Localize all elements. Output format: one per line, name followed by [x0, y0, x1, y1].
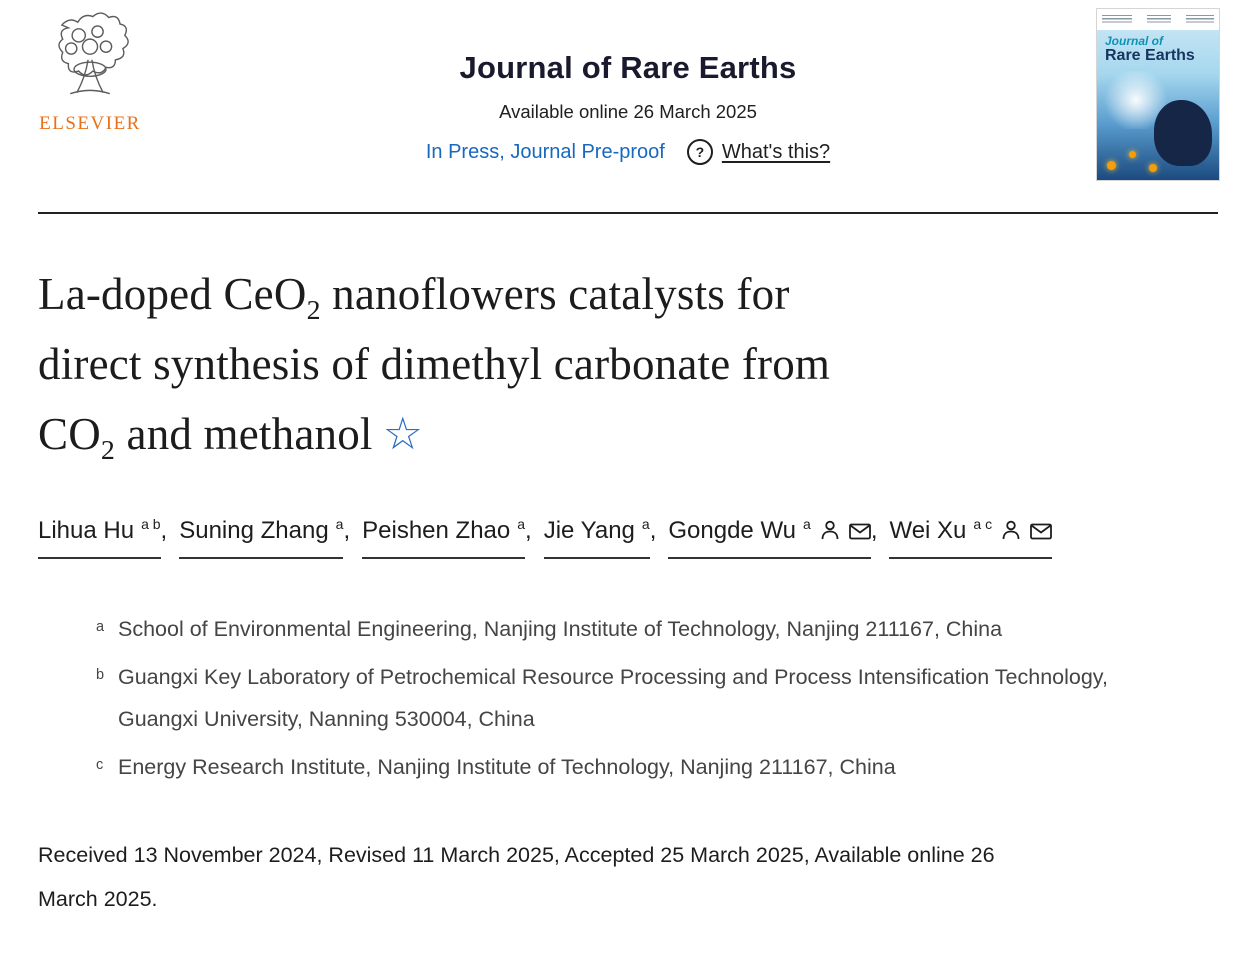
author-affiliation-sup: a b: [141, 516, 161, 533]
author-affiliation-sup: a: [517, 516, 526, 533]
footnote-star-link[interactable]: ☆: [382, 408, 424, 459]
cover-illustration-dot: [1129, 151, 1136, 158]
author-name: Jie Yang: [543, 517, 635, 545]
journal-cover-thumbnail[interactable]: Journal of Rare Earths: [1096, 8, 1220, 181]
elsevier-wordmark: ELSEVIER: [39, 113, 141, 134]
envelope-icon: [848, 523, 871, 540]
cover-rare-earths-text: Rare Earths: [1105, 47, 1195, 64]
person-icon: [821, 521, 839, 540]
title-subscript: 2: [306, 295, 321, 326]
cover-masthead: [1097, 9, 1219, 30]
affiliation-text: Energy Research Institute, Nanjing Insti…: [118, 754, 896, 779]
author-separator: ,: [160, 517, 168, 545]
author-affiliation-sup: a c: [973, 516, 993, 533]
journal-info: Journal of Rare Earths Available online …: [308, 50, 948, 165]
author-affiliation-sup: a: [335, 516, 344, 533]
elsevier-logo[interactable]: ELSEVIER: [34, 10, 146, 135]
affiliation-text: Guangxi Key Laboratory of Petrochemical …: [118, 664, 1108, 731]
author-name: Gongde Wu: [668, 517, 797, 545]
title-text: and methanol: [115, 408, 373, 459]
author-separator: ,: [525, 517, 532, 545]
affiliation-label: b: [96, 666, 105, 683]
in-press-link[interactable]: In Press, Journal Pre-proof: [425, 140, 665, 163]
title-text: nanoflowers catalysts for: [320, 269, 790, 319]
cover-illustration-dot: [1107, 161, 1116, 170]
title-subscript: 2: [100, 434, 116, 466]
author-name: Lihua Hu: [38, 517, 135, 545]
title-text: CO: [38, 408, 101, 459]
author-link[interactable]: Peishen Zhao a: [362, 511, 526, 560]
author-separator: ,: [649, 517, 657, 545]
author-name: Suning Zhang: [179, 517, 329, 545]
title-text: direct synthesis of dimethyl carbonate f…: [38, 338, 831, 389]
person-icon: [1002, 521, 1020, 540]
journal-name: Journal of Rare Earths: [459, 50, 797, 85]
affiliation-label: c: [96, 756, 104, 773]
cover-illustration-figure: [1154, 100, 1212, 166]
author-affiliation-sup: a: [803, 516, 811, 533]
affiliation-list: a School of Environmental Engineering, N…: [38, 609, 1218, 789]
cover-journal-of-text: Journal of: [1105, 34, 1164, 48]
author-separator: ,: [343, 517, 351, 545]
article-dates: Received 13 November 2024, Revised 11 Ma…: [38, 833, 1218, 921]
title-text: La-doped CeO: [38, 269, 307, 319]
dates-line: Received 13 November 2024, Revised 11 Ma…: [38, 842, 995, 867]
dates-line: March 2025.: [38, 886, 158, 911]
author-affiliation-sup: a: [641, 516, 650, 533]
author-link[interactable]: Suning Zhang a: [179, 511, 344, 560]
author-link[interactable]: Lihua Hu a b: [38, 511, 161, 560]
affiliation-text: School of Environmental Engineering, Nan…: [118, 617, 1003, 642]
whats-this-link[interactable]: What's this?: [721, 140, 831, 163]
author-name: Wei Xu: [889, 517, 967, 545]
article-title: La-doped CeO2 nanoflowers catalysts for d…: [38, 260, 1208, 469]
publication-status-row: In Press, Journal Pre-proof ? What's thi…: [308, 139, 948, 165]
author-link[interactable]: Gongde Wu a: [668, 511, 871, 560]
affiliation-item: c Energy Research Institute, Nanjing Ins…: [96, 747, 1218, 789]
author-list: Lihua Hu a b, Suning Zhang a, Peishen Zhao a,…: [38, 511, 1218, 560]
question-circle-icon[interactable]: ?: [686, 139, 713, 165]
affiliation-item: b Guangxi Key Laboratory of Petrochemica…: [96, 657, 1218, 741]
header-divider: [38, 212, 1218, 214]
author-separator: ,: [870, 517, 878, 545]
envelope-icon: [1030, 523, 1052, 540]
affiliation-label: a: [96, 619, 105, 636]
author-link[interactable]: Jie Yang a: [543, 511, 650, 560]
cover-illustration-dot: [1149, 164, 1157, 172]
available-online-date: Available online 26 March 2025: [499, 101, 757, 122]
author-link[interactable]: Wei Xu a c: [889, 511, 1053, 560]
affiliation-item: a School of Environmental Engineering, N…: [96, 609, 1218, 651]
elsevier-tree-icon: [43, 12, 137, 108]
author-name: Peishen Zhao: [362, 517, 511, 545]
journal-header: ELSEVIER Journal of Rare Earths Availabl…: [0, 0, 1256, 212]
article-main: La-doped CeO2 nanoflowers catalysts for d…: [0, 260, 1256, 921]
